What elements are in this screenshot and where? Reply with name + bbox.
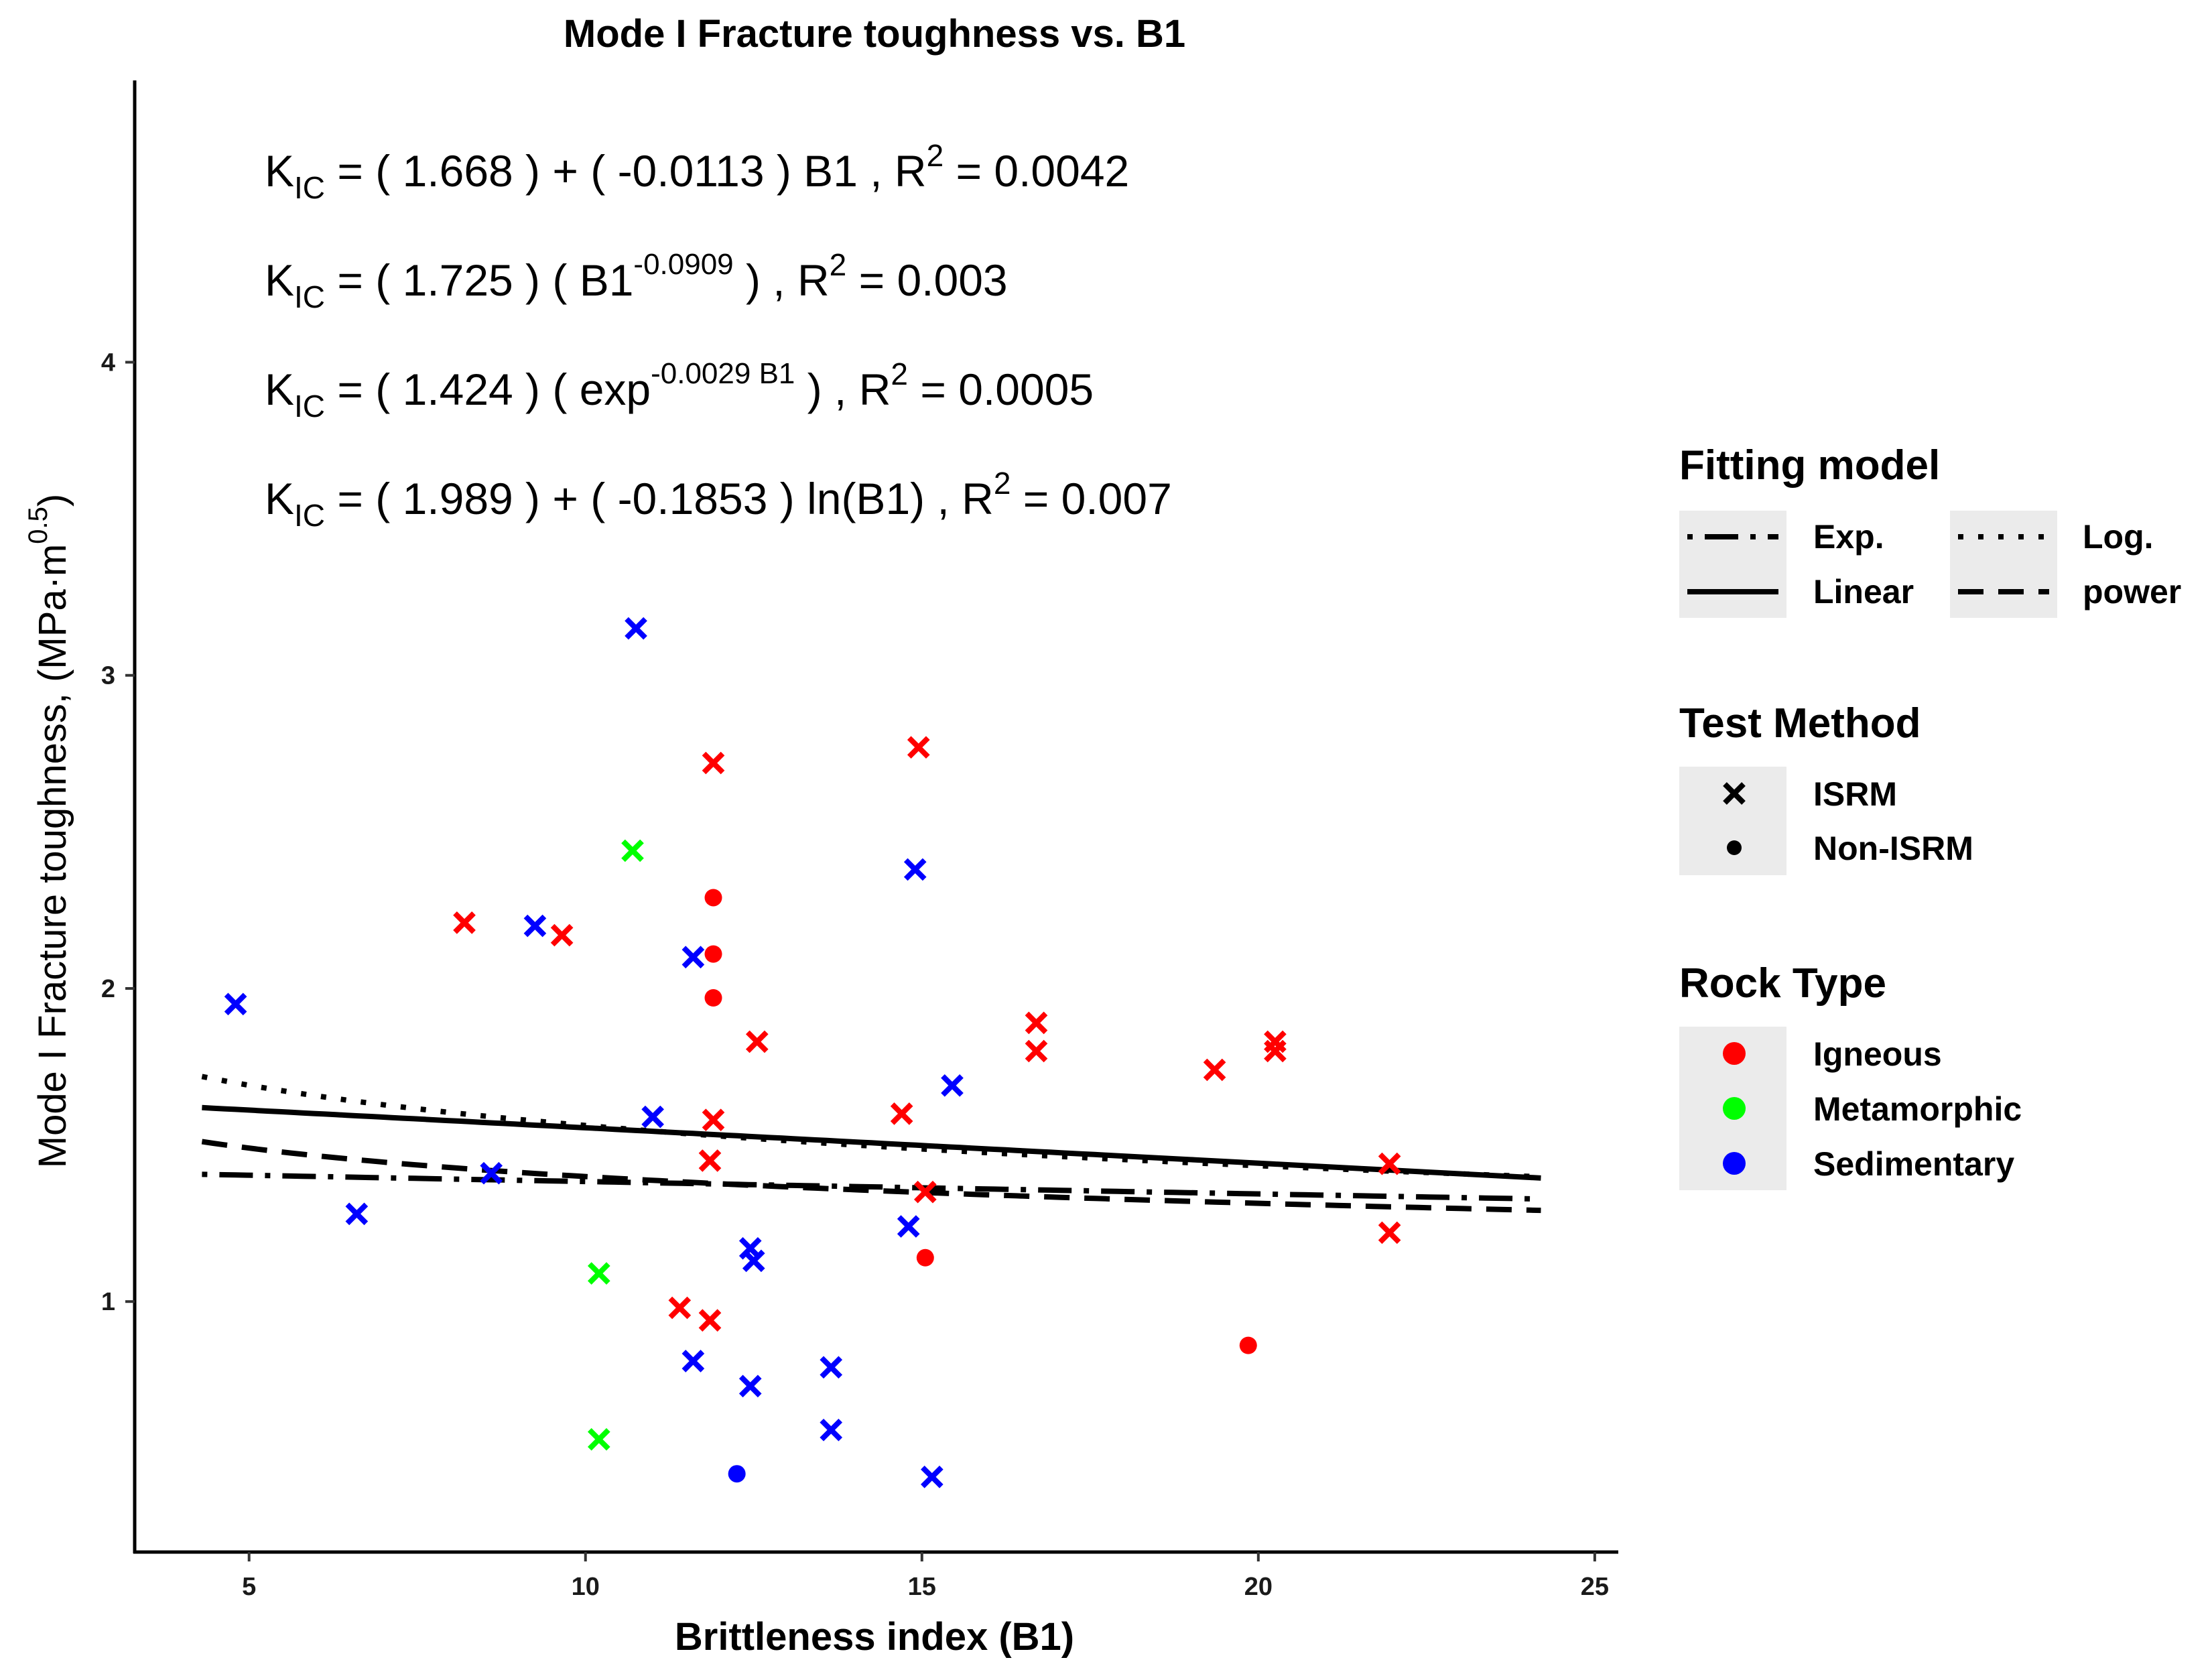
x-axis-label: Brittleness index (B1) xyxy=(675,1615,1074,1659)
data-point-isrm xyxy=(820,1418,843,1441)
chart-title: Mode I Fracture toughness vs. B1 xyxy=(564,12,1185,56)
data-point-isrm xyxy=(681,1350,705,1372)
equation-annotations: KIC = ( 1.668 ) + ( -0.0113 ) B1 , R2 = … xyxy=(265,138,1172,533)
data-point-isrm xyxy=(897,1215,920,1238)
legend-label-sedimentary: Sedimentary xyxy=(1813,1145,2014,1183)
data-point-isrm xyxy=(668,1296,692,1320)
fit-line-exp xyxy=(202,1171,1541,1202)
legend-label-log: Log. xyxy=(2083,518,2154,556)
y-axis-label-exponent: 0.5 xyxy=(23,507,53,544)
legend-key-sedimentary xyxy=(1723,1152,1746,1175)
data-point-non-isrm xyxy=(704,945,722,963)
data-point-isrm xyxy=(742,1249,765,1273)
data-point-isrm xyxy=(1378,1152,1401,1175)
data-point-isrm xyxy=(587,1262,610,1285)
legend-rock-title: Rock Type xyxy=(1679,960,1886,1007)
equation-exp: KIC = ( 1.424 ) ( exp-0.0029 B1 ) , R2 =… xyxy=(265,357,1094,424)
data-point-isrm xyxy=(907,736,930,759)
data-point-isrm xyxy=(224,992,247,1016)
y-tick-label: 3 xyxy=(101,662,115,690)
data-point-isrm xyxy=(453,911,476,934)
data-point-isrm xyxy=(480,1161,503,1185)
data-point-isrm xyxy=(698,1309,722,1332)
data-point-isrm xyxy=(698,1149,722,1172)
data-point-non-isrm xyxy=(728,1465,746,1483)
legend-key-bg-isrm xyxy=(1679,767,1786,875)
y-axis-label: Mode I Fracture toughness, (MPa·m0.5) xyxy=(23,494,74,1169)
legend-label-exp: Exp. xyxy=(1813,518,1884,556)
data-point-isrm xyxy=(550,923,574,947)
y-tick-label: 1 xyxy=(101,1288,115,1316)
fit-lines xyxy=(201,1074,1541,1214)
data-point-isrm xyxy=(702,751,725,775)
legend-label-isrm: ISRM xyxy=(1813,775,1897,813)
fit-line-linear xyxy=(202,1104,1541,1181)
y-tick-label: 2 xyxy=(101,975,115,1003)
x-tick-label: 10 xyxy=(572,1573,600,1601)
data-points xyxy=(224,617,1401,1488)
data-point-isrm xyxy=(681,946,705,969)
data-point-isrm xyxy=(621,839,644,862)
x-tick-label: 5 xyxy=(242,1573,256,1601)
fit-line-power xyxy=(201,1139,1541,1214)
data-point-isrm xyxy=(702,1108,725,1132)
data-point-isrm xyxy=(1203,1058,1226,1082)
data-point-non-isrm xyxy=(704,889,722,907)
data-point-isrm xyxy=(1025,1039,1048,1063)
legend-label-non-isrm: Non-ISRM xyxy=(1813,830,1973,867)
equation-linear: KIC = ( 1.668 ) + ( -0.0113 ) B1 , R2 = … xyxy=(265,138,1129,205)
data-point-isrm xyxy=(738,1374,762,1398)
data-point-isrm xyxy=(345,1202,369,1226)
fit-line-log xyxy=(201,1074,1541,1179)
legend-key-metamorphic xyxy=(1723,1097,1746,1120)
legend-fitting-model: Fitting model Exp. Linear Log. power xyxy=(1679,442,2181,618)
data-point-isrm xyxy=(523,914,547,938)
legend-key-non-isrm xyxy=(1727,840,1742,855)
legend-label-power: power xyxy=(2083,573,2181,611)
data-point-isrm xyxy=(625,617,647,640)
data-point-non-isrm xyxy=(1239,1336,1257,1354)
legend-label-metamorphic: Metamorphic xyxy=(1813,1090,2022,1128)
legend-label-linear: Linear xyxy=(1813,573,1914,611)
legend-key-isrm xyxy=(1723,782,1746,805)
data-point-isrm xyxy=(913,1180,937,1204)
equation-log: KIC = ( 1.989 ) + ( -0.1853 ) ln(B1) , R… xyxy=(265,466,1172,533)
legend-test-method: Test Method ISRM Non-ISRM xyxy=(1679,700,1973,875)
legend-label-igneous: Igneous xyxy=(1813,1035,1942,1073)
data-point-isrm xyxy=(820,1356,843,1379)
data-point-isrm xyxy=(745,1030,769,1053)
x-tick-label: 20 xyxy=(1244,1573,1273,1601)
data-point-isrm xyxy=(1264,1039,1287,1063)
x-tick-label: 25 xyxy=(1581,1573,1609,1601)
data-point-isrm xyxy=(921,1466,944,1488)
data-point-isrm xyxy=(941,1074,964,1097)
y-tick-label: 4 xyxy=(101,349,115,377)
legend-fitting-title: Fitting model xyxy=(1679,442,1940,489)
y-axis-label-close: ) xyxy=(31,494,74,507)
y-axis-ticks: 1 2 3 4 xyxy=(101,349,135,1316)
data-point-non-isrm xyxy=(704,988,722,1007)
y-axis-label-main: Mode I Fracture toughness, (MPa·m xyxy=(31,544,74,1169)
data-point-isrm xyxy=(1025,1011,1048,1035)
data-point-isrm xyxy=(641,1105,664,1129)
data-point-isrm xyxy=(890,1102,913,1125)
data-point-isrm xyxy=(903,858,927,881)
equation-power: KIC = ( 1.725 ) ( B1-0.0909 ) , R2 = 0.0… xyxy=(265,247,1008,314)
x-tick-label: 15 xyxy=(908,1573,936,1601)
data-point-non-isrm xyxy=(916,1248,934,1267)
legend-method-title: Test Method xyxy=(1679,700,1921,747)
legend-rock-type: Rock Type Igneous Metamorphic Sedimentar… xyxy=(1679,960,2022,1190)
legend-key-igneous xyxy=(1723,1042,1746,1065)
data-point-isrm xyxy=(1378,1221,1401,1244)
x-axis-ticks: 5 10 15 20 25 xyxy=(242,1552,1609,1601)
data-point-isrm xyxy=(587,1427,610,1451)
